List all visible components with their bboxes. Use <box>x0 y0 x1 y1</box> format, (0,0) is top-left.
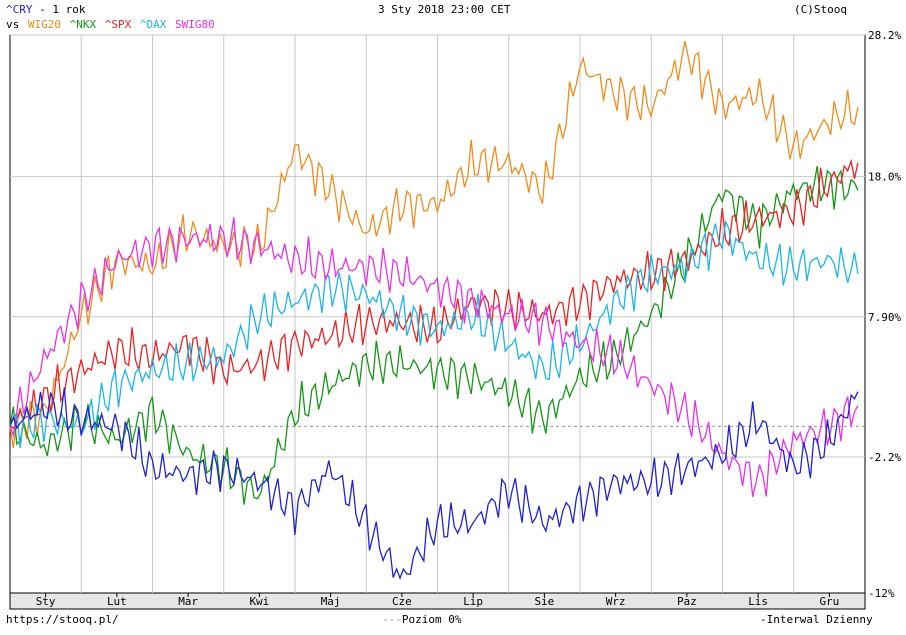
series-line-nkx <box>9 165 859 505</box>
series-line-cry <box>9 387 859 580</box>
legend-wig20[interactable]: WIG20 <box>27 18 61 31</box>
stooq-link[interactable]: https://stooq.pl/ <box>6 613 119 626</box>
chart-date: 3 Sty 2018 23:00 CET <box>378 3 511 16</box>
x-axis-band <box>9 592 866 610</box>
zero-level-legend: ---Poziom 0% <box>382 613 462 626</box>
y-tick-label: 7.90% <box>868 311 901 324</box>
period-label: - 1 rok <box>32 3 86 16</box>
x-tick-label: Mar <box>178 595 198 608</box>
x-tick-label: Maj <box>321 595 341 608</box>
x-tick-label: Wrz <box>606 595 626 608</box>
x-tick-label: Lut <box>107 595 127 608</box>
legend-nkx[interactable]: ^NKX <box>69 18 97 31</box>
chart-symbol-title: ^CRY - 1 rok <box>6 3 85 16</box>
x-tick-label: Kwi <box>249 595 269 608</box>
interval-label: Interwal Dzienny <box>766 613 873 626</box>
x-tick-label: Sie <box>534 595 554 608</box>
y-tick-label: -12% <box>868 587 895 600</box>
x-tick-label: Cze <box>392 595 412 608</box>
legend-swig80[interactable]: SWIG80 <box>175 18 215 31</box>
x-tick-label: Lip <box>463 595 483 608</box>
y-tick-label: 18.0% <box>868 171 901 184</box>
series-line-dax <box>9 219 859 448</box>
zero-level-label: Poziom 0% <box>401 613 462 626</box>
symbol-cry[interactable]: ^CRY <box>6 3 33 16</box>
series-line-wig20 <box>9 40 859 449</box>
legend-spx[interactable]: ^SPX <box>104 18 132 31</box>
y-tick-label: 28.2% <box>868 29 901 42</box>
comparison-legend: vs WIG20 ^NKX ^SPX ^DAX SWIG80 <box>6 18 215 31</box>
series-line-swig80 <box>9 217 859 497</box>
x-tick-label: Gru <box>819 595 839 608</box>
interval-legend: -Interwal Dzienny <box>760 613 873 626</box>
vs-label: vs <box>6 18 20 31</box>
x-tick-label: Sty <box>36 595 56 608</box>
x-tick-label: Paz <box>677 595 697 608</box>
copyright-label: (C)Stooq <box>794 3 847 16</box>
legend-dax[interactable]: ^DAX <box>139 18 167 31</box>
y-tick-label: -2.2% <box>868 451 901 464</box>
x-tick-label: Lis <box>748 595 768 608</box>
